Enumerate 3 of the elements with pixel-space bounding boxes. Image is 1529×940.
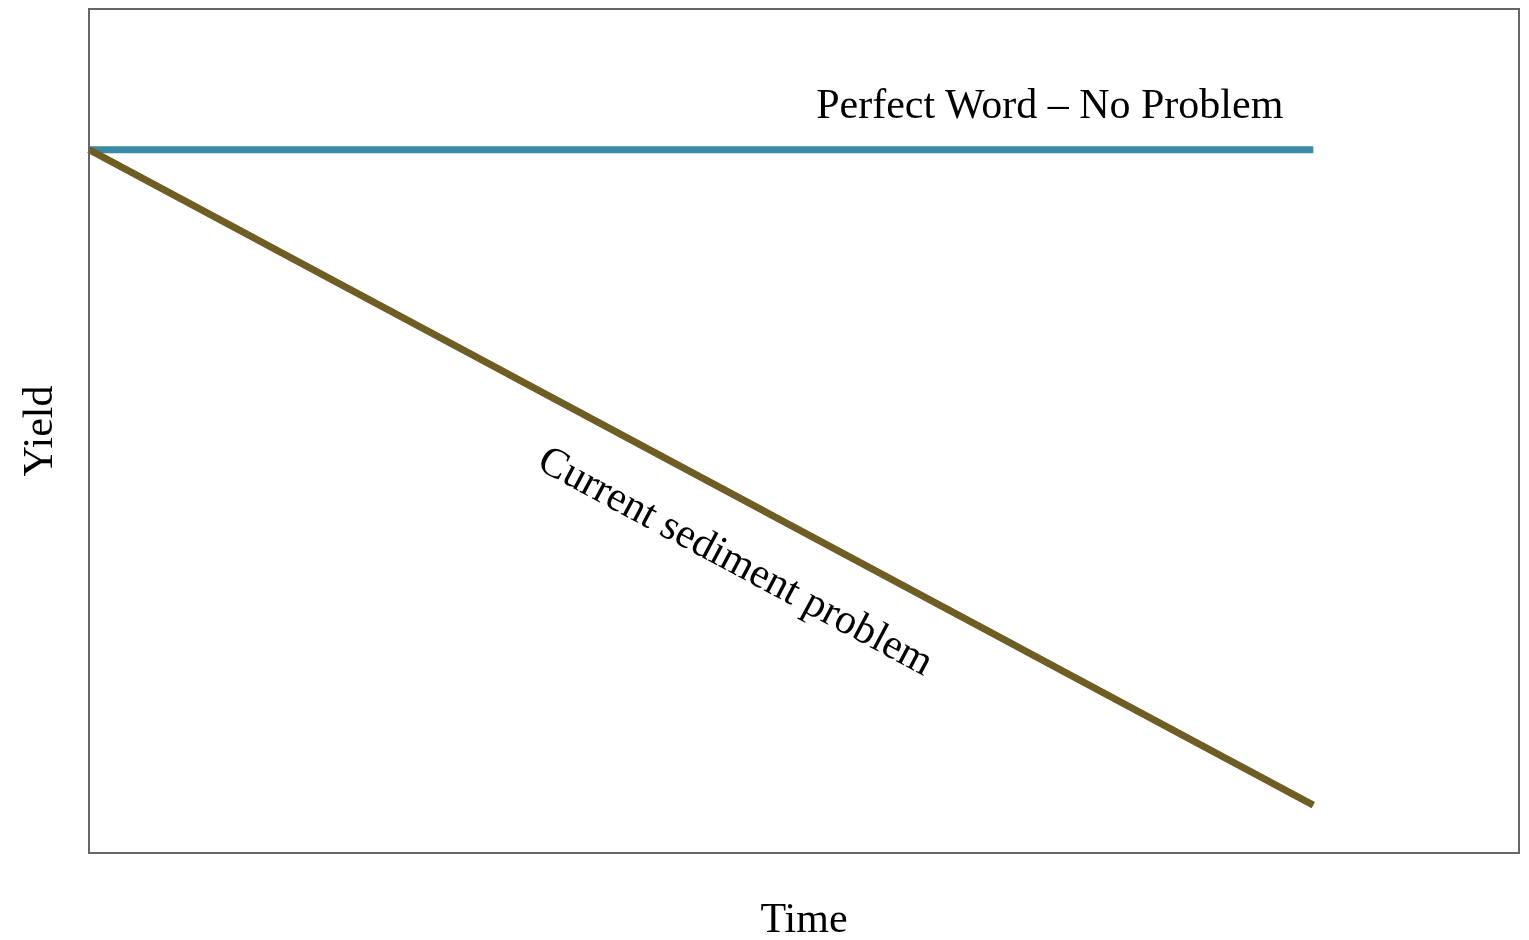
- x-axis-title: Time: [760, 895, 848, 940]
- series-label: Perfect Word – No Problem: [816, 80, 1284, 127]
- y-axis-title: Yield: [14, 385, 61, 477]
